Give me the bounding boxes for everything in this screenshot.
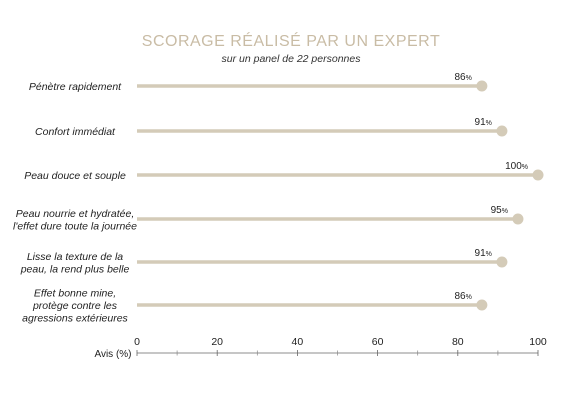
bar-endpoint-dot — [512, 213, 524, 225]
tick-label: 40 — [292, 336, 304, 348]
category-label: Peau douce et souple — [24, 170, 126, 182]
tick-label: 20 — [211, 336, 223, 348]
value-label: 86% — [455, 72, 472, 83]
value-label: 91% — [475, 117, 492, 128]
x-axis-label: Avis (%) — [94, 349, 131, 360]
bars-group: 86% Pénètre rapidement 91% Confort immédiat… — [13, 72, 544, 325]
category-label: Lisse la texture de la peau, la rend plus… — [20, 251, 130, 276]
x-axis: 0 20 40 60 80 100 Avis (%) — [94, 336, 546, 360]
value-label: 95% — [491, 205, 508, 216]
category-label: Pénètre rapidement — [29, 81, 122, 93]
bar-endpoint-dot — [476, 80, 488, 92]
bar-endpoint-dot — [496, 125, 508, 137]
bar-endpoint-dot — [476, 299, 488, 311]
category-label: Confort immédiat — [35, 126, 116, 138]
tick-label: 80 — [452, 336, 464, 348]
bar-endpoint-dot — [532, 169, 544, 181]
tick-label: 100 — [529, 336, 547, 348]
value-label: 91% — [475, 248, 492, 259]
category-label: Peau nourrie et hydratée, l'effet dure to… — [13, 208, 137, 233]
bar-endpoint-dot — [496, 256, 508, 268]
category-label: Effet bonne mine, protège contre les agres… — [22, 288, 128, 325]
value-label: 86% — [455, 291, 472, 302]
chart-title: SCORAGE RÉALISÉ PAR UN EXPERT — [142, 31, 440, 50]
value-label: 100% — [505, 161, 528, 172]
chart-subtitle: sur un panel de 22 personnes — [222, 53, 362, 65]
tick-label: 60 — [372, 336, 384, 348]
tick-label: 0 — [134, 336, 140, 348]
